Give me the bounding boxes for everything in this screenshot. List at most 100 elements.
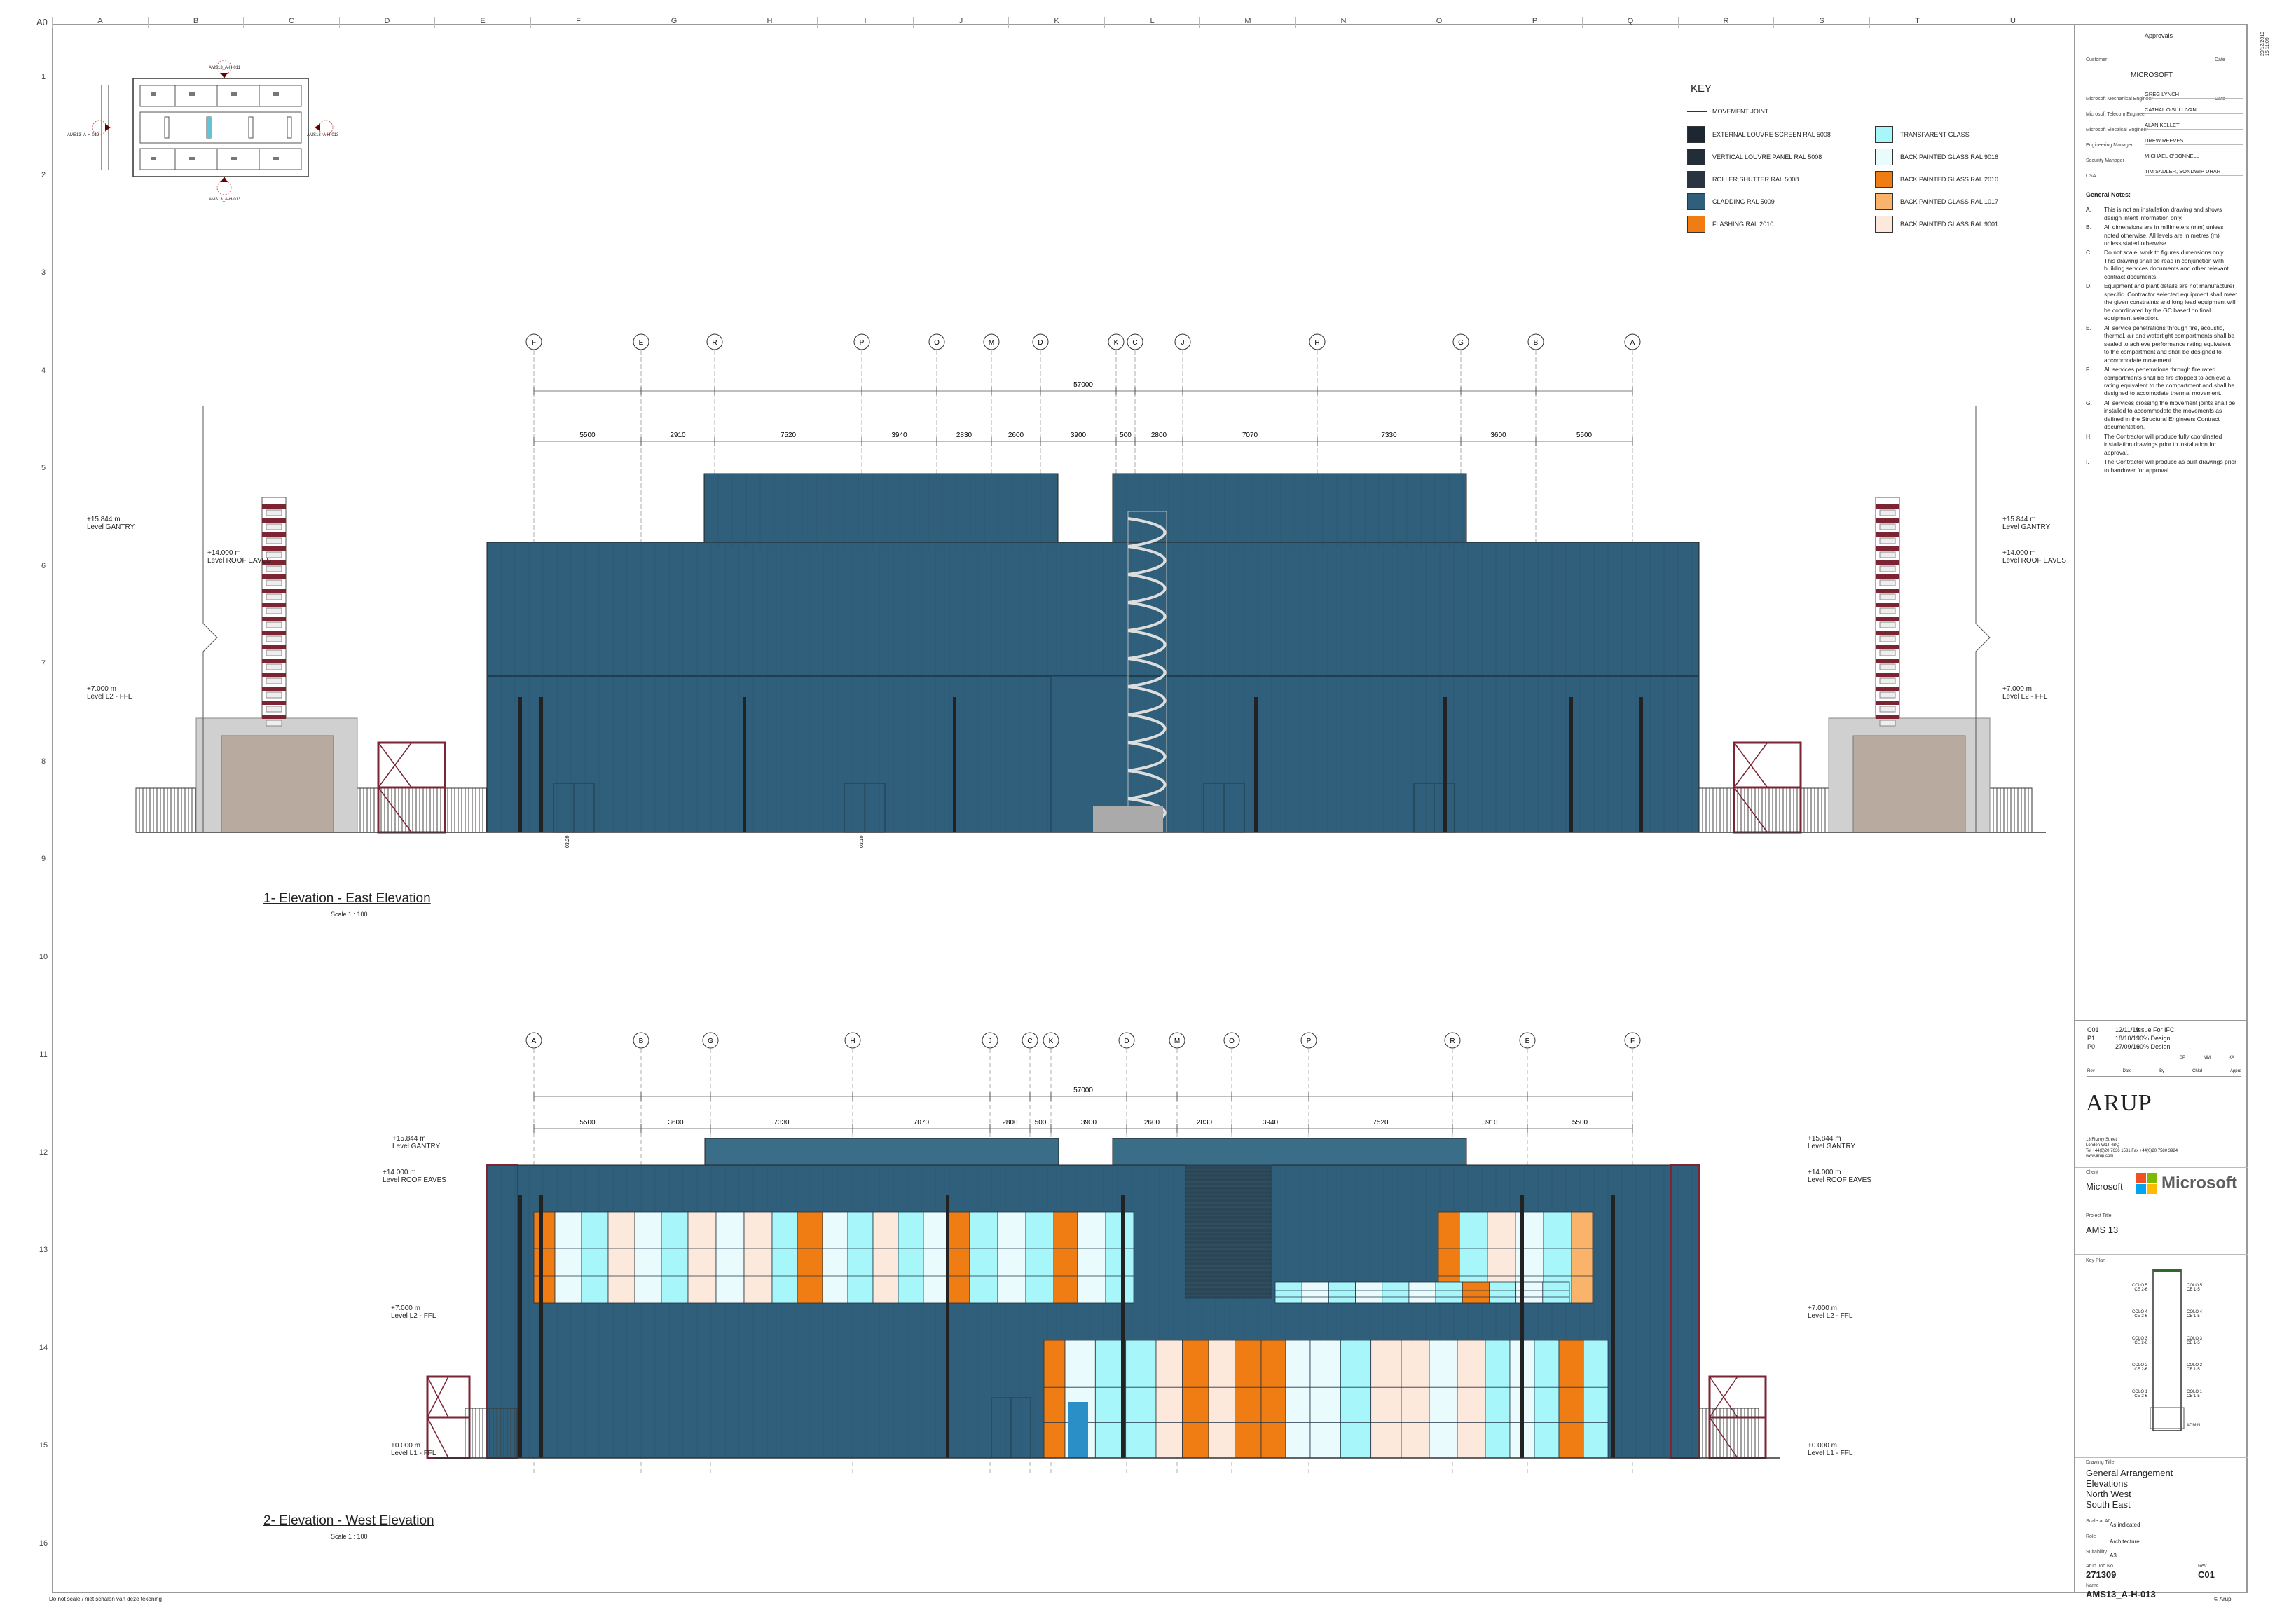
- revision-header: Chkd: [2192, 1068, 2203, 1073]
- approval-role: Microsoft Mechanical Engineer: [2086, 97, 2153, 102]
- level-marker: +7.000 m Level L2 - FFL: [391, 1305, 436, 1320]
- dimension-value: 3600: [668, 1119, 684, 1127]
- copyright: © Arup: [2214, 1596, 2232, 1602]
- dimension-value: 7330: [774, 1119, 790, 1127]
- row-ref: 12: [39, 1148, 48, 1157]
- dimension-value: 7070: [1242, 432, 1258, 439]
- approval-name: CATHAL O'SULLIVAN: [2145, 106, 2197, 113]
- colo-label-right: COLO 1 CE 1-5: [2187, 1390, 2203, 1398]
- dimension-value: 3940: [1263, 1119, 1279, 1127]
- curtain-wall-glazing: [1583, 1340, 1609, 1459]
- colo-key-plan: COLO 5 CE 2-6 COLO 4 CE 2-6 COLO 3 CE 2-6 C…: [2096, 1264, 2236, 1453]
- divider: [2145, 113, 2243, 114]
- column-ref: R: [1677, 17, 1774, 28]
- note-text: This is not an installation drawing and …: [2104, 206, 2222, 221]
- approval-name: DREW REEVES: [2145, 137, 2184, 144]
- footer-note: Do not scale / niet schalen van deze tek…: [49, 1596, 162, 1602]
- key-plan-ref-bottom: AMS13_A-H-013: [209, 198, 241, 202]
- project-title-label: Project Title: [2086, 1213, 2112, 1218]
- key-item: VERTICAL LOUVRE PANEL RAL 5008: [1687, 149, 1822, 165]
- project-title: AMS 13: [2086, 1225, 2119, 1235]
- west-elevation-title: 2- Elevation - West Elevation: [263, 1513, 434, 1528]
- curtain-wall-glazing: [1053, 1211, 1078, 1304]
- colo-label-right: COLO 4 CE 1-5: [2187, 1310, 2203, 1319]
- level-marker: +0.000 m Level L1 - FFL: [1808, 1442, 1852, 1457]
- column-ref: G: [626, 17, 722, 28]
- date-label: Date: [2215, 57, 2225, 62]
- column-ref: Q: [1582, 17, 1678, 28]
- row-ref: 2: [41, 170, 46, 179]
- dimension-value: 7330: [1381, 432, 1397, 439]
- role-value: Architecture: [2110, 1539, 2140, 1545]
- note-key: F.: [2086, 366, 2091, 373]
- dimension-value: 500: [1120, 432, 1132, 439]
- dimension-value: 3600: [1490, 432, 1506, 439]
- level-marker: +15.844 m Level GANTRY: [2002, 516, 2050, 531]
- key-title: KEY: [1691, 83, 1712, 95]
- dimension-value: 3900: [1081, 1119, 1097, 1127]
- revision-date: 12/11/19: [2115, 1026, 2140, 1033]
- drawing-title-line: South East: [2086, 1499, 2131, 1510]
- level-marker: +7.000 m Level L2 - FFL: [87, 685, 132, 701]
- note-text: All services penetrations through fire r…: [2104, 366, 2235, 397]
- dimension-value: 5500: [1576, 432, 1593, 439]
- column-ref: N: [1295, 17, 1391, 28]
- row-ref: 10: [39, 952, 48, 961]
- gridline-label: K: [1114, 339, 1119, 347]
- dimension-chain: 57000 5500 3600 7330 7070 2800 500 3900 2600 2830…: [533, 1087, 1633, 1133]
- column-ref: F: [530, 17, 626, 28]
- row-ref: 4: [41, 366, 46, 375]
- approval-role: Microsoft Telecom Engineer: [2086, 112, 2147, 117]
- gridline-label: B: [639, 1038, 644, 1045]
- curtain-wall-glazing: [1043, 1340, 1066, 1459]
- dimension-value: 3910: [1482, 1119, 1498, 1127]
- colo-label-left: COLO 5 CE 2-6: [2131, 1284, 2147, 1292]
- gridline-label: K: [1049, 1038, 1054, 1045]
- level-name: Level ROOF EAVES: [2002, 557, 2066, 565]
- job-number: 271309: [2086, 1569, 2117, 1580]
- revision-label: Rev: [2198, 1564, 2207, 1569]
- level-name: Level L2 - FFL: [1808, 1312, 1853, 1320]
- drawing-title-line: General Arrangement: [2086, 1468, 2173, 1478]
- column-ref: C: [243, 17, 339, 28]
- dimension-value: 3940: [891, 432, 907, 439]
- divider: [2145, 175, 2243, 176]
- west-elevation-drawing: A B G H J C K D M O P R E F 57000 5500 3600 7330 7070 2800 5…: [126, 1026, 2060, 1531]
- exhaust-flue: [261, 497, 287, 727]
- curtain-wall-glazing: [969, 1211, 1054, 1304]
- curtain-wall-glazing: [687, 1211, 773, 1304]
- dimension-value: 2800: [1002, 1119, 1018, 1127]
- dimension-value: 5500: [1572, 1119, 1588, 1127]
- level-marker: +14.000 m Level ROOF EAVES: [2002, 549, 2066, 565]
- east-elevation-drawing: F E R P O M D K C J H G B A 57000 5500 2910 7520 3940 2830 2…: [126, 329, 2060, 862]
- row-ref: 1: [41, 73, 46, 81]
- dimension-value: 5500: [579, 432, 596, 439]
- firm-address: 13 Fitzroy Street London W1T 4BQ Tel +44…: [2086, 1138, 2178, 1159]
- curtain-wall-glazing: [1485, 1340, 1584, 1459]
- level-name: Level L1 - FFL: [391, 1450, 436, 1457]
- curtain-wall-glazing: [1401, 1340, 1486, 1459]
- level-marker: +14.000 m Level ROOF EAVES: [207, 549, 271, 565]
- client-label: Client: [2086, 1170, 2098, 1175]
- note-key: H.: [2086, 432, 2092, 440]
- note-text: All dimensions are in millimeters (mm) u…: [2104, 223, 2224, 247]
- general-note: E. All service penetrations through fire,…: [2086, 324, 2247, 364]
- colo-label-left: COLO 1 CE 2-6: [2131, 1390, 2147, 1398]
- microsoft-logo-icon: [2136, 1173, 2157, 1194]
- dimension-value: 2800: [1151, 432, 1167, 439]
- level-marker: +7.000 m Level L2 - FFL: [2002, 685, 2047, 701]
- approval-name: GREG LYNCH: [2145, 91, 2180, 97]
- level-value: +7.000 m: [391, 1305, 420, 1312]
- column-ref: S: [1773, 17, 1869, 28]
- level-name: Level L1 - FFL: [1808, 1450, 1853, 1457]
- level-value: +14.000 m: [383, 1169, 416, 1176]
- revision-headers: Rev Date By Chkd Apprd: [2087, 1065, 2241, 1077]
- colo-label-right: COLO 5 CE 1-5: [2187, 1284, 2203, 1292]
- note-key: B.: [2086, 223, 2092, 231]
- revision-rev: C01: [2087, 1026, 2099, 1033]
- sheet-size-label: A0: [36, 17, 48, 27]
- level-name: Level ROOF EAVES: [1808, 1176, 1871, 1184]
- drawing-title-label: Drawing Title: [2086, 1460, 2115, 1465]
- revision-row: P1 18/10/19 90% Design: [2087, 1034, 2241, 1042]
- suitability-value: A3: [2110, 1553, 2117, 1559]
